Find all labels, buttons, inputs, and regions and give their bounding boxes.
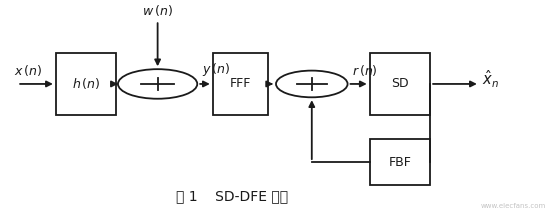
Text: 图 1    SD-DFE 系统: 图 1 SD-DFE 系统 xyxy=(176,189,288,203)
Text: FBF: FBF xyxy=(389,156,411,169)
Text: $y\,(n)$: $y\,(n)$ xyxy=(201,61,230,78)
Circle shape xyxy=(276,71,348,97)
Text: $r\,(n)$: $r\,(n)$ xyxy=(352,63,378,78)
Text: FFF: FFF xyxy=(230,77,251,91)
Text: $h\,(n)$: $h\,(n)$ xyxy=(72,77,100,91)
Text: SD: SD xyxy=(391,77,408,91)
Text: $x\,(n)$: $x\,(n)$ xyxy=(14,63,43,78)
Bar xyxy=(213,53,268,115)
Bar xyxy=(56,53,116,115)
Bar xyxy=(370,139,430,185)
Text: $w\,(n)$: $w\,(n)$ xyxy=(142,3,173,18)
Circle shape xyxy=(118,69,197,99)
Text: www.elecfans.com: www.elecfans.com xyxy=(481,203,546,209)
Bar xyxy=(370,53,430,115)
Text: $\hat{x}_n$: $\hat{x}_n$ xyxy=(482,68,500,90)
